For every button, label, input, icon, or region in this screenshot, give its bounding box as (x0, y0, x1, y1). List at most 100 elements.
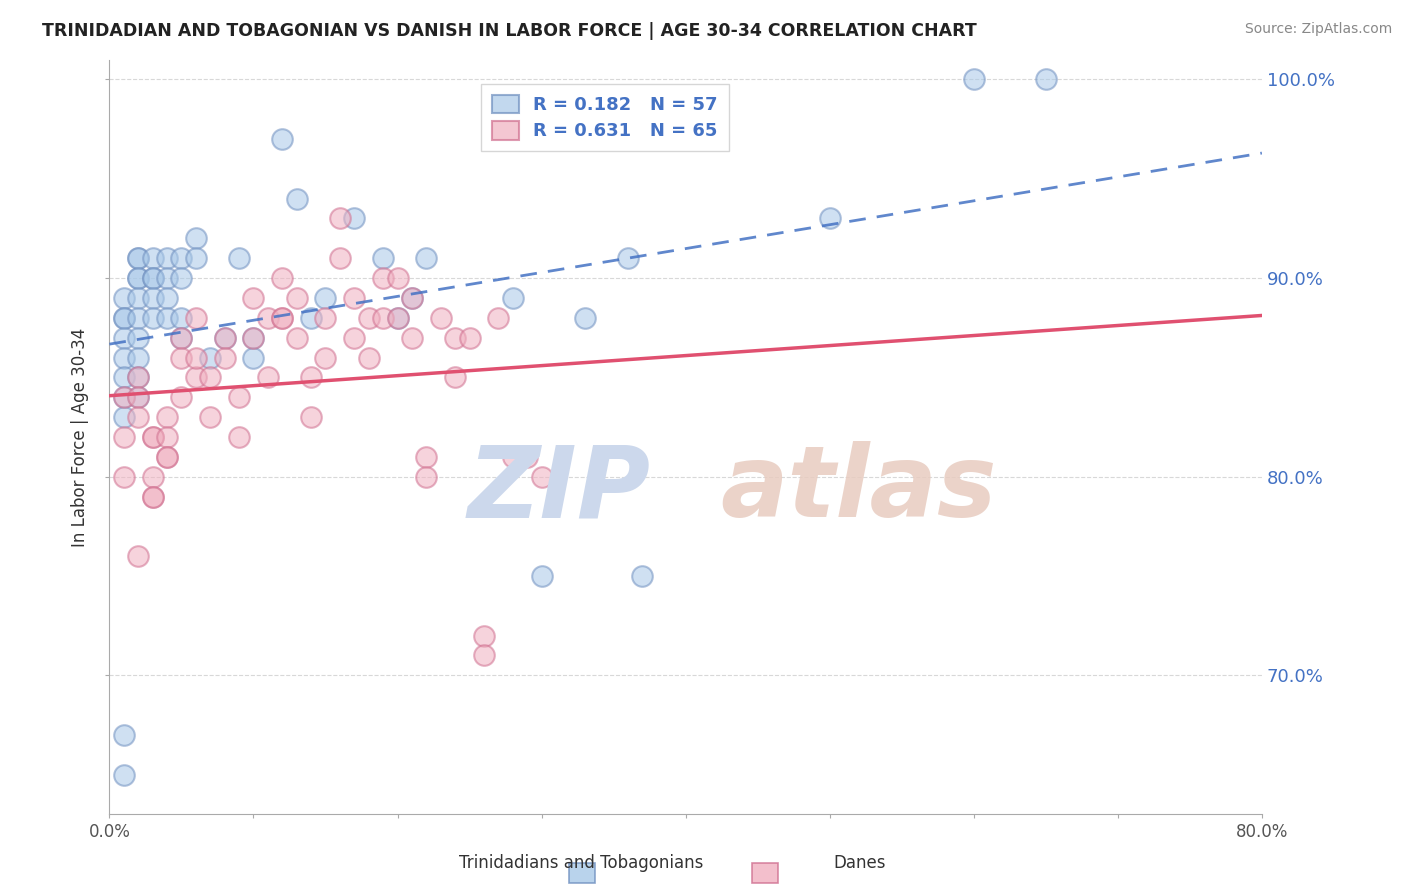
Point (156, 430, 179, 444)
Point (401, 331, 423, 345)
Point (242, 291, 264, 305)
Point (112, 390, 135, 404)
Point (127, 310, 149, 325)
Point (242, 331, 264, 345)
Point (170, 351, 193, 365)
Point (387, 310, 409, 325)
Point (257, 310, 280, 325)
Point (142, 430, 165, 444)
Point (458, 331, 481, 345)
Point (242, 331, 264, 345)
Point (170, 310, 193, 325)
Point (156, 450, 179, 464)
Point (530, 569, 553, 583)
Point (112, 728, 135, 742)
Point (530, 469, 553, 483)
Point (112, 430, 135, 444)
Point (415, 450, 437, 464)
Point (112, 310, 135, 325)
Point (343, 331, 366, 345)
Point (127, 351, 149, 365)
Point (285, 291, 308, 305)
Point (1035, 72, 1057, 87)
Point (387, 271, 409, 285)
Point (486, 310, 509, 325)
Point (142, 271, 165, 285)
Text: Trinidadians and Tobagonians: Trinidadians and Tobagonians (458, 855, 703, 872)
Point (343, 291, 366, 305)
Point (329, 251, 352, 265)
Point (127, 331, 149, 345)
Point (112, 410, 135, 425)
Point (371, 310, 394, 325)
Text: atlas: atlas (720, 442, 997, 538)
Point (299, 310, 322, 325)
Point (357, 310, 380, 325)
Point (142, 271, 165, 285)
Point (170, 271, 193, 285)
Point (329, 211, 352, 226)
Point (574, 310, 596, 325)
Point (472, 628, 495, 642)
Point (142, 430, 165, 444)
Point (184, 231, 207, 245)
Point (127, 271, 149, 285)
Point (156, 410, 179, 425)
Point (184, 251, 207, 265)
Point (127, 271, 149, 285)
Text: Source: ZipAtlas.com: Source: ZipAtlas.com (1244, 22, 1392, 37)
Point (214, 331, 236, 345)
Text: Danes: Danes (834, 855, 886, 872)
Point (415, 469, 437, 483)
Point (444, 331, 467, 345)
Point (444, 370, 467, 384)
Text: TRINIDADIAN AND TOBAGONIAN VS DANISH IN LABOR FORCE | AGE 30-34 CORRELATION CHAR: TRINIDADIAN AND TOBAGONIAN VS DANISH IN … (42, 22, 977, 40)
Point (184, 351, 207, 365)
Point (112, 310, 135, 325)
Point (472, 648, 495, 663)
Point (271, 271, 294, 285)
Point (371, 251, 394, 265)
Point (142, 291, 165, 305)
Point (112, 351, 135, 365)
Point (127, 251, 149, 265)
Point (127, 370, 149, 384)
Point (228, 390, 250, 404)
Point (127, 410, 149, 425)
Point (271, 310, 294, 325)
Point (170, 331, 193, 345)
Point (314, 310, 336, 325)
Point (228, 430, 250, 444)
Point (112, 291, 135, 305)
Point (127, 549, 149, 563)
Point (502, 450, 524, 464)
Point (112, 767, 135, 781)
Point (214, 331, 236, 345)
Point (818, 211, 841, 226)
Point (357, 351, 380, 365)
Point (156, 251, 179, 265)
Point (127, 370, 149, 384)
Point (142, 490, 165, 504)
Point (156, 271, 179, 285)
Point (242, 351, 264, 365)
Point (112, 390, 135, 404)
Point (142, 490, 165, 504)
Point (299, 410, 322, 425)
Point (170, 331, 193, 345)
Point (200, 410, 222, 425)
Legend: R = 0.182   N = 57, R = 0.631   N = 65: R = 0.182 N = 57, R = 0.631 N = 65 (481, 84, 728, 152)
Y-axis label: In Labor Force | Age 30-34: In Labor Force | Age 30-34 (72, 327, 89, 547)
Point (142, 469, 165, 483)
Point (228, 251, 250, 265)
Point (156, 291, 179, 305)
Point (401, 291, 423, 305)
Point (127, 251, 149, 265)
Point (387, 310, 409, 325)
Point (343, 211, 366, 226)
Point (127, 390, 149, 404)
Point (617, 251, 640, 265)
Point (631, 569, 654, 583)
Point (314, 291, 336, 305)
Point (257, 370, 280, 384)
